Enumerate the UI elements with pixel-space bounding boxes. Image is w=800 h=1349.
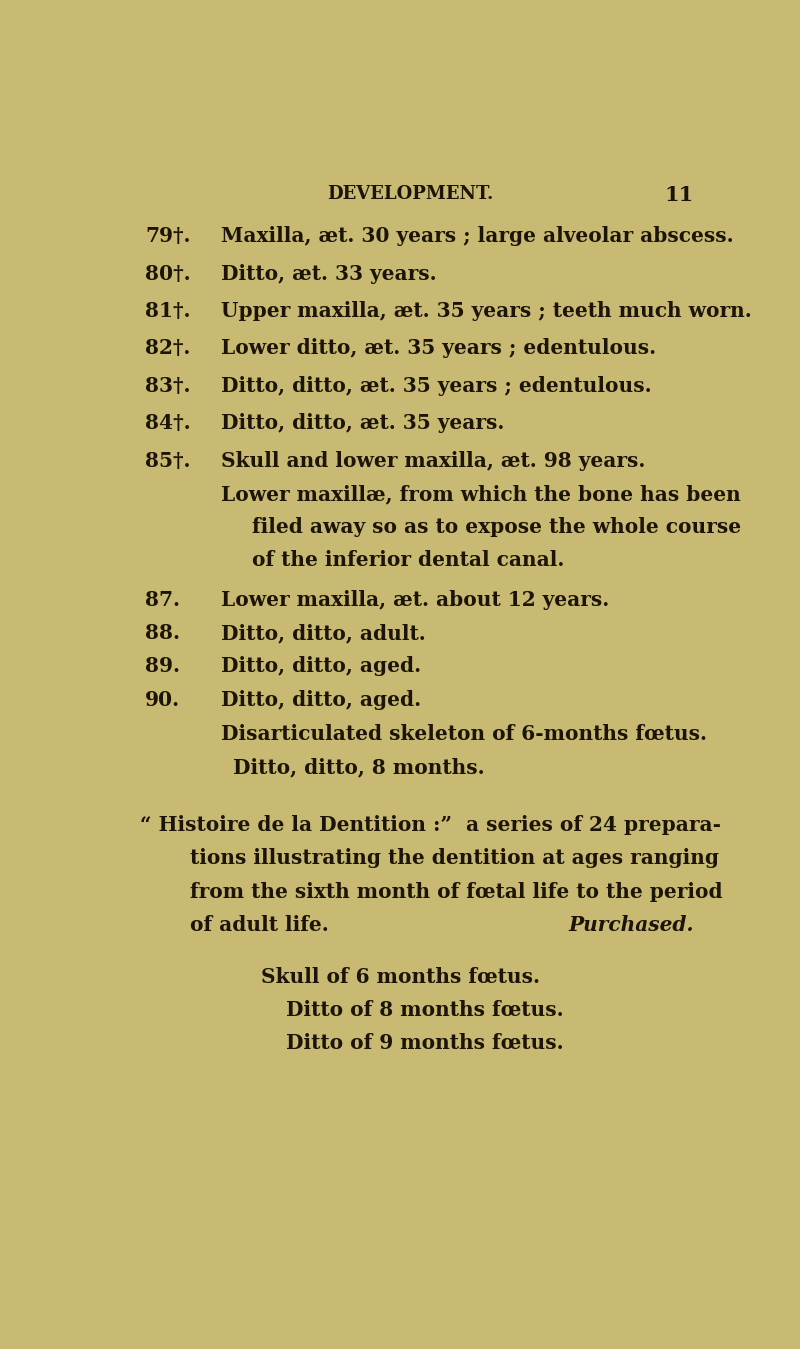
- Text: Ditto, ditto, æt. 35 years.: Ditto, ditto, æt. 35 years.: [221, 413, 504, 433]
- Text: Skull and lower maxilla, æt. 98 years.: Skull and lower maxilla, æt. 98 years.: [221, 451, 646, 471]
- Text: Lower ditto, æt. 35 years ; edentulous.: Lower ditto, æt. 35 years ; edentulous.: [221, 339, 656, 359]
- Text: 90.: 90.: [146, 689, 180, 710]
- Text: 87.: 87.: [146, 590, 180, 610]
- Text: 82†.: 82†.: [146, 339, 190, 359]
- Text: 88.: 88.: [146, 623, 180, 643]
- Text: DEVELOPMENT.: DEVELOPMENT.: [327, 185, 493, 202]
- Text: 79†.: 79†.: [146, 227, 190, 247]
- Text: Ditto, ditto, aged.: Ditto, ditto, aged.: [221, 689, 421, 710]
- Text: tions illustrating the dentition at ages ranging: tions illustrating the dentition at ages…: [190, 849, 719, 869]
- Text: 11: 11: [665, 185, 694, 205]
- Text: 80†.: 80†.: [146, 263, 191, 283]
- Text: Upper maxilla, æt. 35 years ; teeth much worn.: Upper maxilla, æt. 35 years ; teeth much…: [221, 301, 752, 321]
- Text: Ditto, ditto, adult.: Ditto, ditto, adult.: [221, 623, 426, 643]
- Text: from the sixth month of fœtal life to the period: from the sixth month of fœtal life to th…: [190, 882, 722, 901]
- Text: 85†.: 85†.: [146, 451, 190, 471]
- Text: Skull of 6 months fœtus.: Skull of 6 months fœtus.: [262, 967, 540, 987]
- Text: Purchased.: Purchased.: [569, 915, 694, 935]
- Text: Ditto of 8 months fœtus.: Ditto of 8 months fœtus.: [286, 1000, 564, 1020]
- Text: 83†.: 83†.: [146, 376, 190, 395]
- Text: Ditto, ditto, 8 months.: Ditto, ditto, 8 months.: [234, 757, 485, 777]
- Text: Disarticulated skeleton of 6-months fœtus.: Disarticulated skeleton of 6-months fœtu…: [221, 724, 707, 743]
- Text: Lower maxillæ, from which the bone has been: Lower maxillæ, from which the bone has b…: [221, 484, 741, 505]
- Text: “ Histoire de la Dentition :”  a series of 24 prepara-: “ Histoire de la Dentition :” a series o…: [140, 815, 722, 835]
- Text: filed away so as to expose the whole course: filed away so as to expose the whole cou…: [252, 517, 741, 537]
- Text: 84†.: 84†.: [146, 413, 191, 433]
- Text: Ditto, æt. 33 years.: Ditto, æt. 33 years.: [221, 263, 437, 283]
- Text: Ditto, ditto, æt. 35 years ; edentulous.: Ditto, ditto, æt. 35 years ; edentulous.: [221, 376, 651, 395]
- Text: of adult life.: of adult life.: [190, 915, 329, 935]
- Text: Maxilla, æt. 30 years ; large alveolar abscess.: Maxilla, æt. 30 years ; large alveolar a…: [221, 227, 734, 247]
- Text: of the inferior dental canal.: of the inferior dental canal.: [252, 550, 564, 571]
- Text: Lower maxilla, æt. about 12 years.: Lower maxilla, æt. about 12 years.: [221, 590, 609, 610]
- Text: 81†.: 81†.: [146, 301, 190, 321]
- Text: Ditto of 9 months fœtus.: Ditto of 9 months fœtus.: [286, 1033, 564, 1054]
- Text: Ditto, ditto, aged.: Ditto, ditto, aged.: [221, 657, 421, 676]
- Text: 89.: 89.: [146, 657, 180, 676]
